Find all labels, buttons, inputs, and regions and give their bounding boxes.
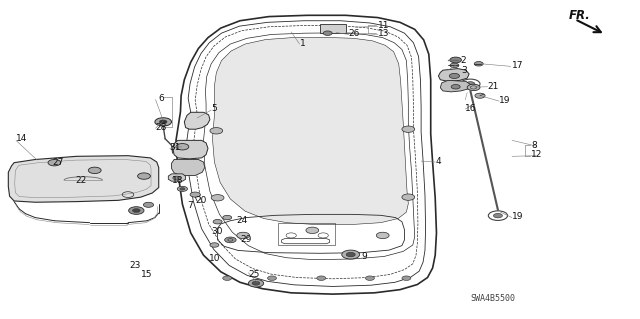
Text: 30: 30 — [211, 227, 223, 236]
Circle shape — [402, 276, 411, 280]
Circle shape — [177, 186, 188, 191]
Text: 14: 14 — [16, 134, 28, 143]
Text: 10: 10 — [209, 254, 221, 263]
Text: 11: 11 — [378, 21, 390, 30]
Circle shape — [176, 144, 189, 150]
Circle shape — [237, 232, 250, 239]
Circle shape — [173, 176, 180, 180]
Text: 8: 8 — [531, 141, 537, 150]
Text: 5: 5 — [211, 104, 217, 113]
FancyBboxPatch shape — [320, 24, 346, 33]
Polygon shape — [440, 80, 470, 92]
Text: 9: 9 — [362, 252, 367, 261]
Bar — [278, 223, 335, 245]
Circle shape — [306, 227, 319, 234]
Circle shape — [402, 126, 415, 132]
Circle shape — [138, 173, 150, 179]
Text: SWA4B5500: SWA4B5500 — [470, 294, 515, 303]
Text: 16: 16 — [465, 104, 477, 113]
Text: 2: 2 — [461, 56, 467, 65]
Circle shape — [223, 276, 232, 280]
Circle shape — [210, 243, 219, 247]
Circle shape — [365, 276, 374, 280]
Text: 24: 24 — [237, 216, 248, 225]
Circle shape — [268, 276, 276, 280]
Circle shape — [132, 209, 140, 212]
Circle shape — [211, 195, 224, 201]
Text: 19: 19 — [499, 96, 511, 105]
Text: 4: 4 — [435, 157, 441, 166]
Circle shape — [180, 188, 185, 190]
Text: 13: 13 — [378, 29, 390, 38]
Circle shape — [225, 237, 236, 243]
Text: 23: 23 — [129, 261, 141, 270]
Circle shape — [248, 279, 264, 287]
Text: 1: 1 — [300, 39, 305, 48]
Polygon shape — [172, 160, 205, 175]
Text: 22: 22 — [76, 176, 87, 185]
Circle shape — [450, 63, 459, 68]
Circle shape — [155, 118, 172, 126]
Circle shape — [159, 120, 167, 124]
Circle shape — [346, 252, 355, 257]
Text: 7: 7 — [188, 201, 193, 210]
Text: 20: 20 — [195, 197, 207, 205]
Circle shape — [493, 213, 502, 218]
Circle shape — [129, 207, 144, 214]
Text: FR.: FR. — [568, 9, 590, 22]
Circle shape — [467, 84, 480, 91]
Circle shape — [223, 215, 232, 220]
Polygon shape — [438, 69, 469, 81]
Circle shape — [48, 160, 61, 166]
Circle shape — [323, 31, 332, 35]
Text: 26: 26 — [349, 29, 360, 38]
Text: 29: 29 — [241, 235, 252, 244]
Text: 15: 15 — [141, 270, 152, 279]
Text: 27: 27 — [52, 158, 64, 167]
Circle shape — [475, 93, 485, 98]
Circle shape — [252, 281, 260, 285]
Polygon shape — [173, 140, 208, 159]
Circle shape — [451, 85, 460, 89]
Circle shape — [143, 202, 154, 207]
Text: 25: 25 — [248, 270, 260, 279]
Text: 21: 21 — [488, 82, 499, 91]
Circle shape — [402, 194, 415, 200]
Text: 31: 31 — [170, 143, 181, 152]
Text: 6: 6 — [159, 94, 164, 103]
Circle shape — [474, 62, 483, 66]
Text: 17: 17 — [512, 61, 524, 70]
Text: 28: 28 — [156, 123, 167, 132]
Circle shape — [376, 232, 389, 239]
Circle shape — [449, 73, 460, 78]
Circle shape — [213, 219, 222, 224]
Polygon shape — [8, 156, 159, 202]
Circle shape — [317, 276, 326, 280]
Text: 3: 3 — [461, 66, 467, 75]
Text: 19: 19 — [512, 212, 524, 221]
Circle shape — [88, 167, 101, 174]
Circle shape — [210, 128, 223, 134]
Polygon shape — [212, 37, 408, 225]
Polygon shape — [184, 112, 210, 129]
Circle shape — [450, 57, 461, 63]
Text: 18: 18 — [172, 176, 184, 185]
Circle shape — [342, 250, 360, 259]
Circle shape — [190, 192, 200, 197]
Circle shape — [466, 82, 475, 86]
Polygon shape — [168, 174, 186, 181]
Text: 12: 12 — [531, 150, 543, 159]
